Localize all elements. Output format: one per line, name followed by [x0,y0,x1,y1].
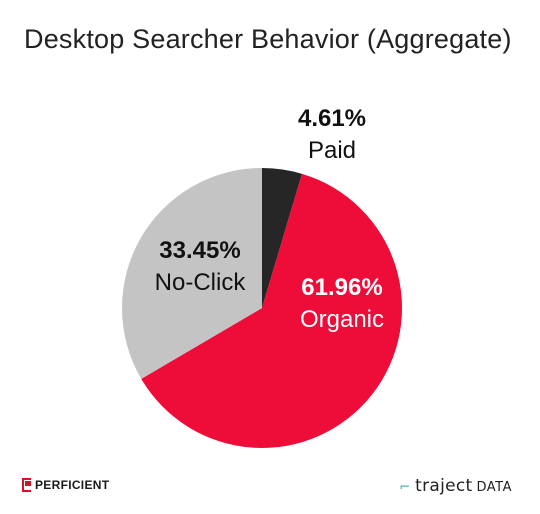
slice-label-no-click: 33.45% No-Click [155,237,247,296]
traject-logo-text: traject [415,476,473,496]
slice-category-label: No-Click [155,269,247,296]
perficient-logo: PERFICIENT [22,478,109,492]
slice-value-label: 4.61% [298,105,366,132]
traject-logo-suffix: DATA [476,480,512,495]
slice-label-paid: 4.61% Paid [298,105,366,164]
traject-corner-icon: ⌐ [399,480,411,495]
chart-title: Desktop Searcher Behavior (Aggregate) [24,24,512,54]
perficient-p-icon [22,478,32,492]
slice-category-label: Paid [308,137,356,164]
pie-slice-no-click [122,168,263,379]
pie-slice-organic [141,173,402,449]
traject-data-logo: ⌐ traject DATA [399,476,512,496]
slice-category-label: Organic [300,306,384,333]
perficient-logo-text: PERFICIENT [35,478,110,492]
slice-label-organic: 61.96% Organic [300,274,384,333]
slice-value-label: 61.96% [301,274,382,301]
pie-slice-paid [262,168,302,308]
slice-value-label: 33.45% [159,237,240,264]
